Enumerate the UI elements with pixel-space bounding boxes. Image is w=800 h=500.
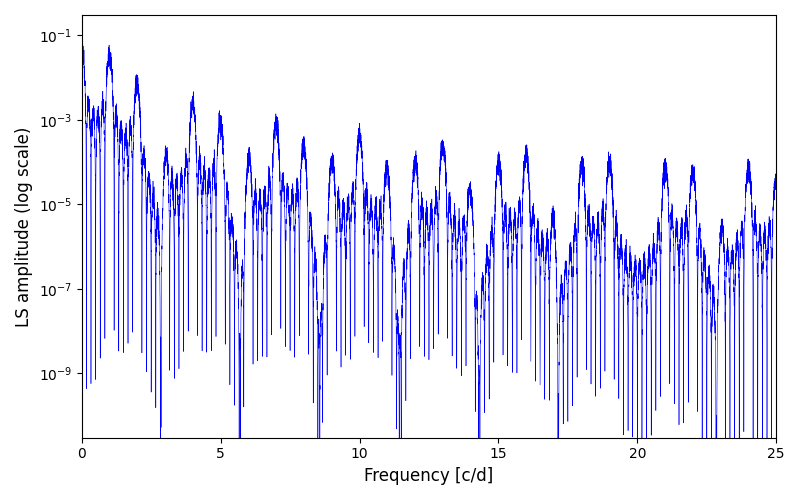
X-axis label: Frequency [c/d]: Frequency [c/d] bbox=[364, 467, 494, 485]
Y-axis label: LS amplitude (log scale): LS amplitude (log scale) bbox=[15, 126, 33, 326]
